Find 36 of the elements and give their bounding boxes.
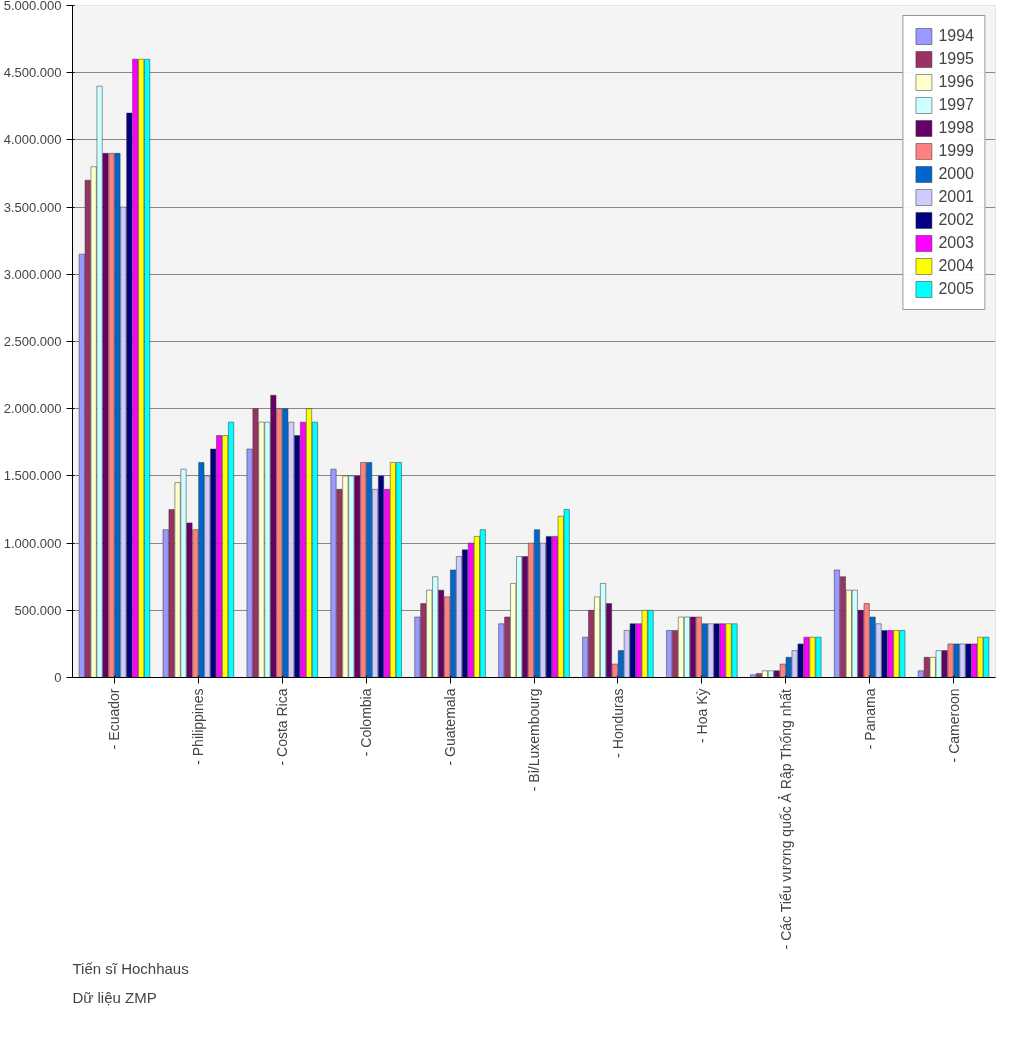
legend-label: 2004 <box>938 257 974 275</box>
legend-label: 2003 <box>938 234 974 252</box>
x-tick-label: - Philippines <box>190 688 207 765</box>
x-tick-label: - Bỉ/Luxembourg <box>526 688 542 792</box>
x-tick-label: - Các Tiểu vương quốc Ả Rập Thống nhất <box>777 688 794 950</box>
y-tick-label: 4.000.000 <box>3 132 62 148</box>
legend-label: 2001 <box>938 188 974 206</box>
legend-label: 1995 <box>938 50 974 68</box>
legend-label: 1994 <box>938 27 974 45</box>
y-tick-label: 5.000.000 <box>3 0 62 13</box>
legend-label: 1999 <box>938 142 974 160</box>
y-tick-label: 3.000.000 <box>3 266 62 282</box>
y-tick-label: 1.500.000 <box>3 468 62 484</box>
y-tick-label: 2.000.000 <box>3 401 62 417</box>
legend-label: 2000 <box>938 165 974 183</box>
x-tick-label: - Costa Rica <box>274 688 291 766</box>
x-tick-label: - Colombia <box>358 688 375 757</box>
legend-label: 1998 <box>938 119 974 137</box>
x-tick-label: - Panama <box>861 688 878 750</box>
y-tick-label: 1.000.000 <box>3 535 62 551</box>
x-tick-label: - Cameroon <box>945 688 962 763</box>
legend-label: 2002 <box>938 211 974 229</box>
text: Tiến sĩ Hochhaus <box>72 959 189 977</box>
y-tick-label: 2.500.000 <box>3 334 62 349</box>
y-tick-label: 0 <box>54 670 62 685</box>
y-tick-label: 4.500.000 <box>3 65 62 81</box>
y-tick-label: 3.500.000 <box>3 199 62 215</box>
x-tick-label: - Hoa Kỳ <box>693 688 710 743</box>
x-tick-label: - Honduras <box>609 688 626 758</box>
legend-label: 1997 <box>938 96 974 114</box>
legend-label: 2005 <box>938 280 974 298</box>
x-tick-label: - Ecuador <box>106 688 123 750</box>
legend-label: 1996 <box>938 73 974 91</box>
y-tick-label: 500.000 <box>14 602 62 618</box>
text: Dữ liệu ZMP <box>72 988 157 1006</box>
x-tick-label: - Guatemala <box>442 688 459 766</box>
